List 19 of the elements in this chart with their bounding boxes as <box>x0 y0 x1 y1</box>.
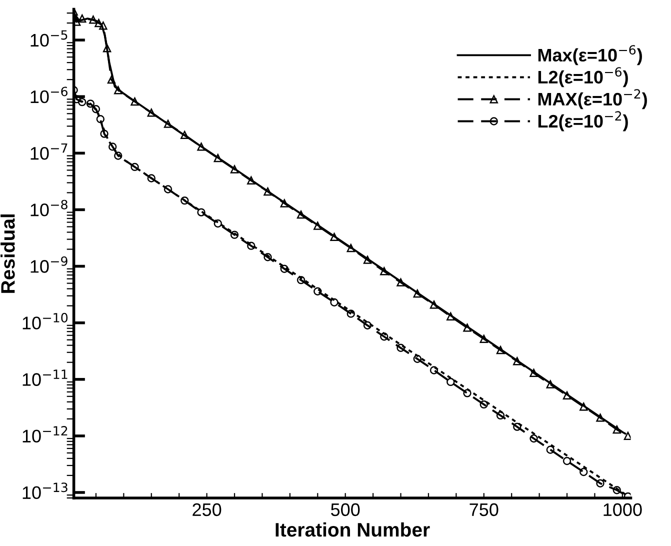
y-tick-label: 10$^{−12}$ <box>22 426 68 442</box>
x-tick-label: 750 <box>470 503 498 516</box>
x-tick-label: 250 <box>192 503 222 516</box>
y-axis-title: Residual <box>0 214 15 293</box>
legend-label: L2(ε=10$^{−2}$) <box>538 111 628 132</box>
y-tick-label: 10$^{−6}$ <box>30 86 68 104</box>
y-tick-label: 10$^{−13}$ <box>22 482 68 500</box>
x-axis-title: Iteration Number <box>276 522 430 537</box>
legend-label: L2(ε=10$^{−6}$) <box>538 67 628 88</box>
y-tick-label: 10$^{−7}$ <box>30 143 68 160</box>
x-tick-label: 500 <box>331 503 360 516</box>
legend-label: Max(ε=10$^{−6}$) <box>538 45 642 66</box>
y-tick-label: 10$^{−8}$ <box>30 200 68 216</box>
y-tick-label: 10$^{−5}$ <box>30 30 68 47</box>
x-tick-label: 1000 <box>604 503 642 516</box>
y-tick-label: 10$^{−11}$ <box>22 370 68 386</box>
legend-label: MAX(ε=10$^{−2}$) <box>538 89 647 110</box>
y-tick-label: 10$^{−10}$ <box>22 312 68 330</box>
y-tick-label: 10$^{−9}$ <box>30 256 68 273</box>
